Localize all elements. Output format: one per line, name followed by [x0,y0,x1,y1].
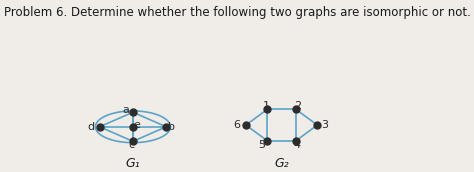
Text: 6: 6 [234,120,240,130]
Text: 3: 3 [321,120,328,130]
Text: 1: 1 [263,101,270,111]
Text: b: b [168,122,175,132]
Text: c: c [129,140,135,150]
Text: 5: 5 [258,140,265,150]
Text: d: d [88,122,95,132]
Text: e: e [134,120,140,130]
Text: G₂: G₂ [274,157,289,170]
Text: a: a [122,105,129,115]
Text: 2: 2 [294,101,301,111]
Text: Problem 6. Determine whether the following two graphs are isomorphic or not.: Problem 6. Determine whether the followi… [4,6,470,19]
Text: 4: 4 [294,140,301,150]
Text: G₁: G₁ [126,157,140,170]
